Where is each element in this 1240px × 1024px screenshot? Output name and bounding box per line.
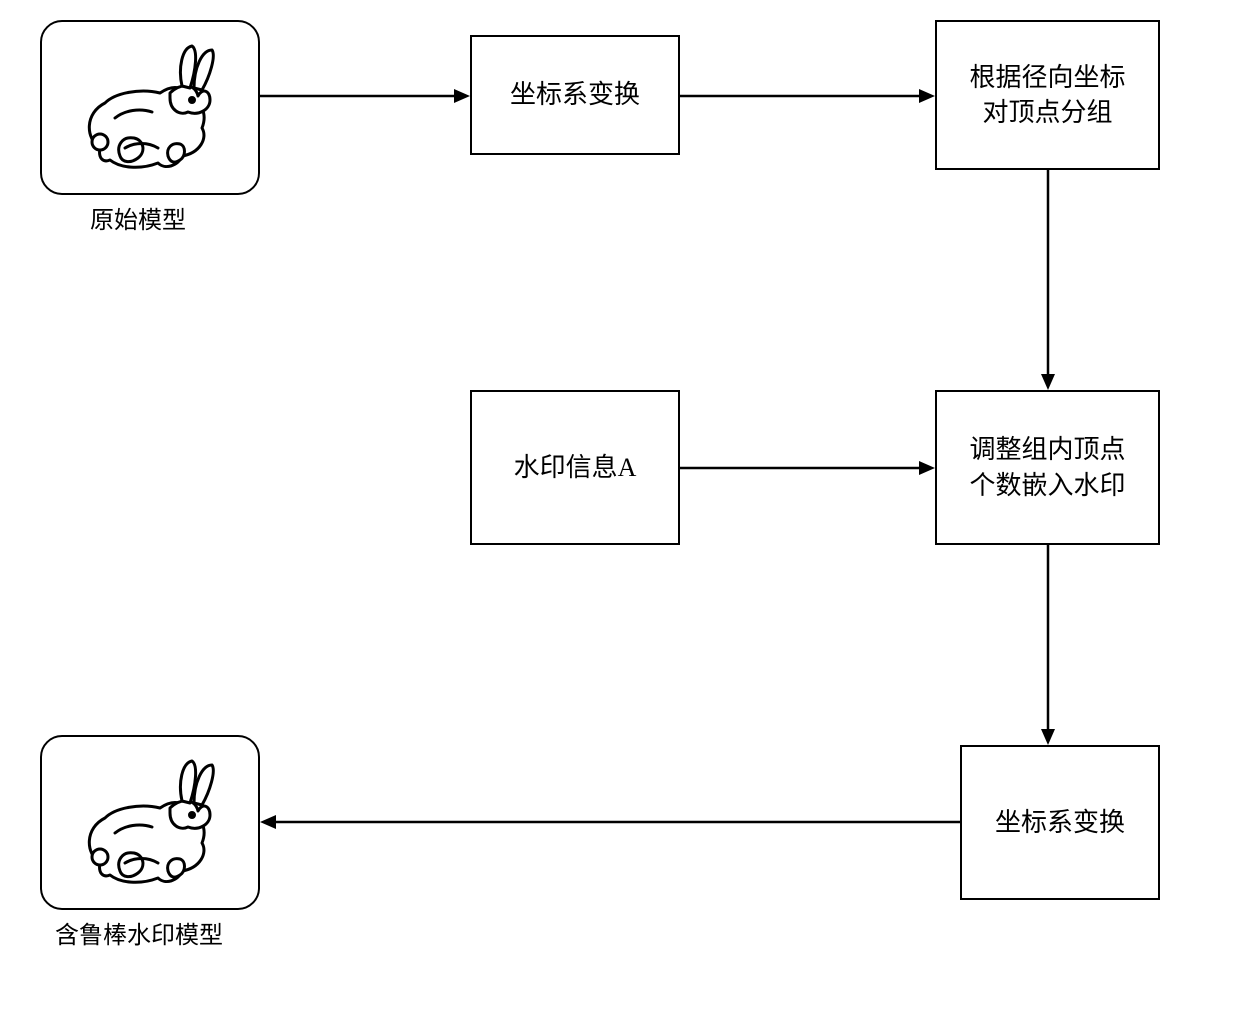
- node-watermark-info: 水印信息A: [470, 390, 680, 545]
- node-group-by-radial: 根据径向坐标 对顶点分组: [935, 20, 1160, 170]
- edge-group_by_radial-to-embed_watermark: [1041, 170, 1055, 390]
- edge-embed_watermark-to-coord_transform_2: [1041, 545, 1055, 745]
- edge-original_model-to-coord_transform_1: [260, 89, 470, 103]
- node-embed-watermark: 调整组内顶点 个数嵌入水印: [935, 390, 1160, 545]
- label-coord-transform-1: 坐标系变换: [510, 77, 640, 112]
- rabbit-icon: [70, 753, 230, 893]
- label-coord-transform-2: 坐标系变换: [995, 805, 1125, 840]
- rabbit-icon: [70, 38, 230, 178]
- caption-original-model: 原始模型: [90, 200, 186, 235]
- label-embed-watermark: 调整组内顶点 个数嵌入水印: [969, 432, 1125, 502]
- node-original-model: [40, 20, 260, 195]
- label-watermark-info: 水印信息A: [514, 450, 637, 485]
- node-robust-model: [40, 735, 260, 910]
- edge-coord_transform_2-to-robust_model: [260, 815, 960, 829]
- edge-watermark_info-to-embed_watermark: [680, 461, 935, 475]
- node-coord-transform-2: 坐标系变换: [960, 745, 1160, 900]
- node-coord-transform-1: 坐标系变换: [470, 35, 680, 155]
- edge-coord_transform_1-to-group_by_radial: [680, 89, 935, 103]
- label-group-by-radial: 根据径向坐标 对顶点分组: [969, 60, 1125, 130]
- diagram-canvas: 原始模型 坐标系变换 根据径向坐标 对顶点分组 水印信息A 调整组内顶点 个数嵌…: [0, 0, 1240, 1024]
- caption-robust-model: 含鲁棒水印模型: [55, 915, 223, 950]
